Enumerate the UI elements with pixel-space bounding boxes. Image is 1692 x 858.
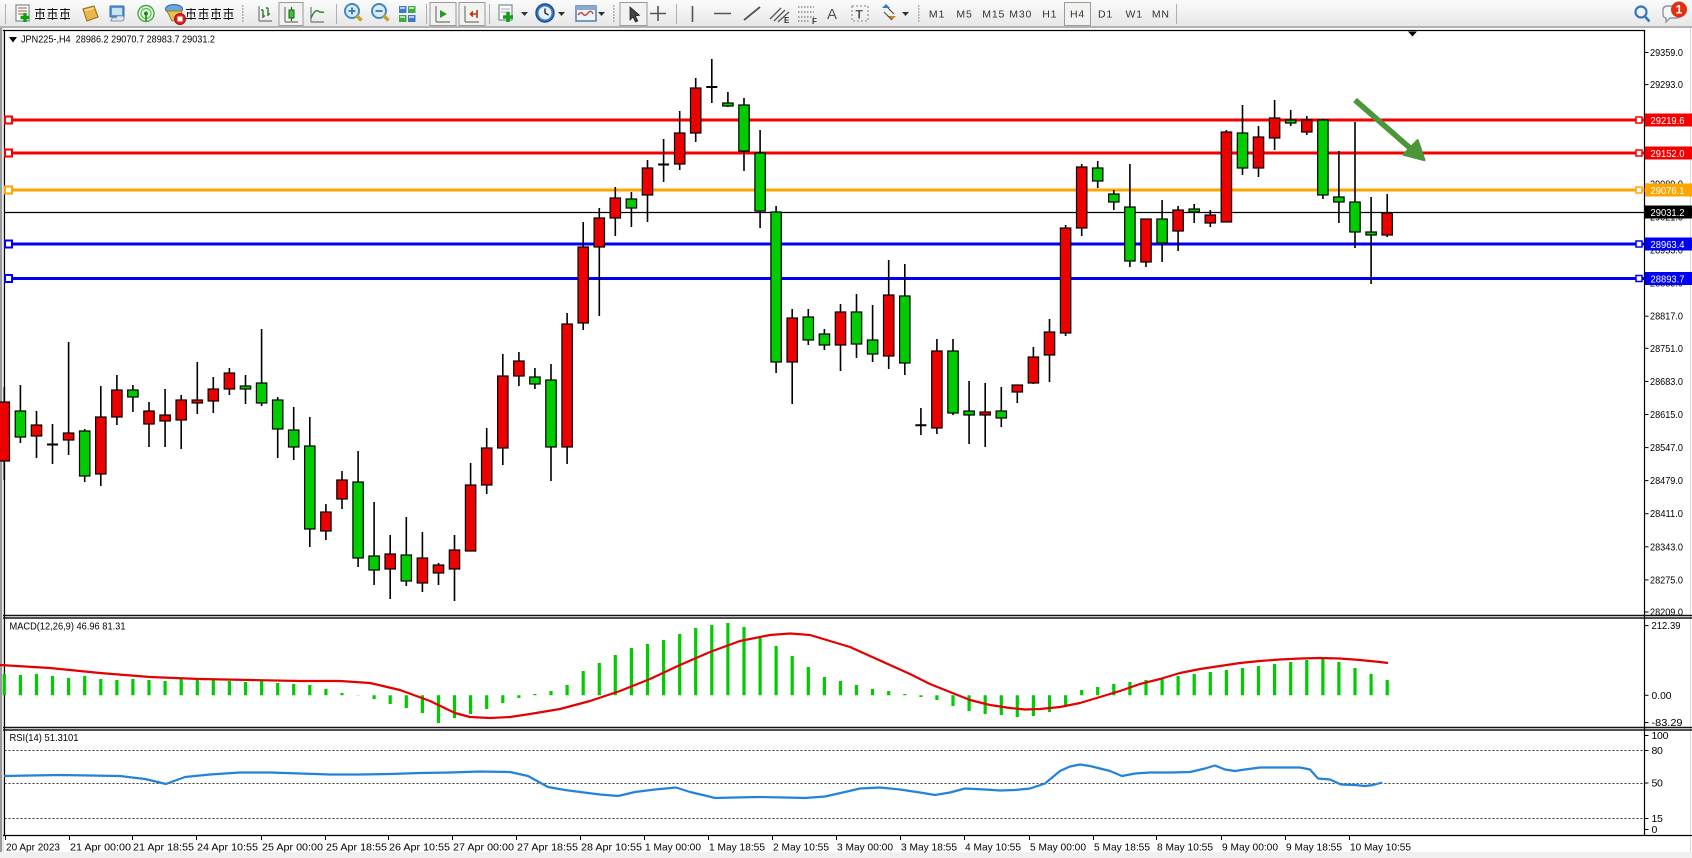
svg-text:28411.0: 28411.0 — [1650, 508, 1683, 520]
svg-text:M1: M1 — [929, 9, 945, 21]
svg-text:27 Apr 18:55: 27 Apr 18:55 — [517, 842, 578, 854]
svg-text:MN: MN — [1152, 9, 1170, 21]
svg-text:28479.0: 28479.0 — [1650, 475, 1683, 487]
svg-text:RSI(14) 51.3101: RSI(14) 51.3101 — [10, 732, 79, 744]
svg-text:25 Apr 00:00: 25 Apr 00:00 — [262, 842, 323, 854]
svg-text:A: A — [827, 6, 837, 23]
svg-text:80: 80 — [1652, 745, 1664, 757]
svg-text:100: 100 — [1652, 730, 1669, 742]
svg-text:0.00: 0.00 — [1652, 690, 1672, 702]
svg-text:5 May 18:55: 5 May 18:55 — [1094, 842, 1150, 854]
svg-text:MACD(12,26,9) 46.96 81.31: MACD(12,26,9) 46.96 81.31 — [10, 621, 126, 633]
svg-text:212.39: 212.39 — [1652, 620, 1681, 632]
svg-text:29293.0: 29293.0 — [1650, 79, 1683, 91]
svg-text:4 May 10:55: 4 May 10:55 — [965, 842, 1021, 854]
svg-text:26 Apr 10:55: 26 Apr 10:55 — [389, 842, 450, 854]
svg-text:27 Apr 00:00: 27 Apr 00:00 — [453, 842, 514, 854]
svg-text:28 Apr 10:55: 28 Apr 10:55 — [581, 842, 642, 854]
svg-text:25 Apr 18:55: 25 Apr 18:55 — [326, 842, 387, 854]
svg-text:8 May 10:55: 8 May 10:55 — [1157, 842, 1213, 854]
svg-text:29219.6: 29219.6 — [1651, 115, 1685, 127]
svg-text:28209.0: 28209.0 — [1650, 607, 1683, 619]
svg-text:28547.0: 28547.0 — [1650, 442, 1683, 454]
svg-text:T: T — [856, 8, 864, 22]
svg-text:F: F — [812, 17, 817, 26]
svg-text:3 May 00:00: 3 May 00:00 — [837, 842, 893, 854]
svg-text:1: 1 — [1676, 3, 1683, 17]
svg-text:JPN225-,H4 28986.2 29070.7 28: JPN225-,H4 28986.2 29070.7 28983.7 29031… — [21, 34, 215, 46]
svg-text:-83.29: -83.29 — [1652, 717, 1683, 729]
svg-text:3 May 18:55: 3 May 18:55 — [901, 842, 957, 854]
svg-text:28275.0: 28275.0 — [1650, 574, 1683, 586]
svg-text:D1: D1 — [1098, 9, 1113, 21]
svg-text:H4: H4 — [1070, 9, 1085, 21]
svg-text:21 Apr 00:00: 21 Apr 00:00 — [70, 842, 131, 854]
svg-text:28963.4: 28963.4 — [1651, 239, 1685, 251]
svg-text:28683.0: 28683.0 — [1650, 376, 1683, 388]
svg-text:1 May 00:00: 1 May 00:00 — [645, 842, 701, 854]
svg-text:10 May 10:55: 10 May 10:55 — [1350, 842, 1411, 854]
svg-text:29031.2: 29031.2 — [1651, 207, 1685, 219]
svg-text:29076.1: 29076.1 — [1651, 185, 1685, 197]
svg-text:50: 50 — [1652, 778, 1664, 790]
svg-text:28615.0: 28615.0 — [1650, 409, 1683, 421]
svg-text:24 Apr 10:55: 24 Apr 10:55 — [197, 842, 258, 854]
svg-text:5 May 00:00: 5 May 00:00 — [1030, 842, 1086, 854]
svg-text:H1: H1 — [1042, 9, 1057, 21]
svg-text:W1: W1 — [1126, 9, 1143, 21]
svg-text:0: 0 — [1652, 824, 1658, 836]
svg-text:1 May 18:55: 1 May 18:55 — [709, 842, 765, 854]
svg-text:21 Apr 18:55: 21 Apr 18:55 — [133, 842, 194, 854]
svg-text:M5: M5 — [956, 9, 972, 21]
svg-text:M15: M15 — [982, 9, 1005, 21]
svg-text:28817.0: 28817.0 — [1650, 311, 1683, 323]
svg-text:28751.0: 28751.0 — [1650, 343, 1683, 355]
svg-text:9 May 18:55: 9 May 18:55 — [1286, 842, 1342, 854]
svg-text:M30: M30 — [1009, 9, 1032, 21]
svg-text:29152.0: 29152.0 — [1651, 148, 1685, 160]
svg-text:2 May 10:55: 2 May 10:55 — [773, 842, 829, 854]
svg-text:9 May 00:00: 9 May 00:00 — [1222, 842, 1278, 854]
svg-text:15: 15 — [1652, 813, 1664, 825]
svg-text:28893.7: 28893.7 — [1651, 274, 1685, 286]
svg-text:29359.0: 29359.0 — [1650, 47, 1683, 59]
svg-text:20 Apr 2023: 20 Apr 2023 — [6, 842, 60, 854]
svg-text:28343.0: 28343.0 — [1650, 541, 1683, 553]
svg-text:E: E — [784, 16, 790, 25]
